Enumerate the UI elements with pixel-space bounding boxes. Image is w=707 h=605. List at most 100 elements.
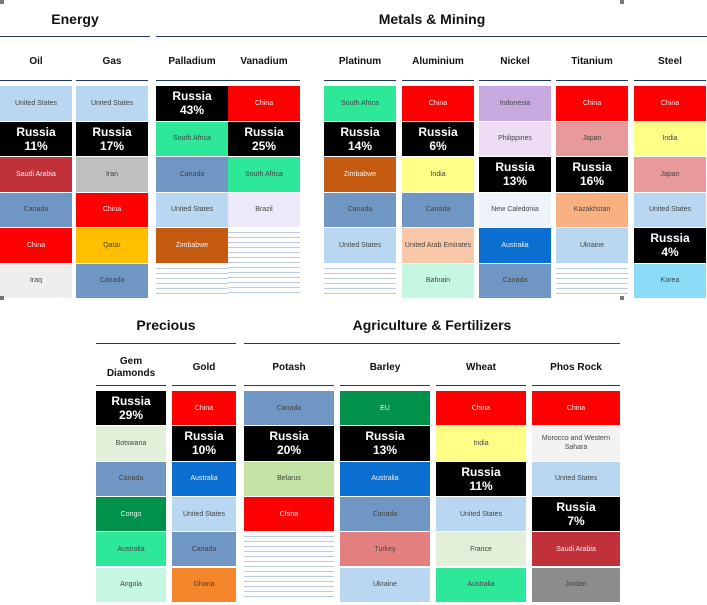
country-cell: South Africa	[228, 157, 300, 192]
country-cell: Iran	[76, 157, 148, 192]
country-cell: Australia	[340, 461, 430, 496]
country-cell: Ukraine	[556, 228, 628, 263]
column-header: Potash	[272, 361, 306, 373]
corner-handle	[0, 0, 4, 4]
russia-share: 10%	[191, 443, 217, 458]
country-cell: China	[436, 391, 526, 426]
column-nickel: Nickel Indonesia Philippines Russia 13% New C…	[479, 0, 551, 300]
country-cell: Korea	[634, 263, 706, 298]
corner-handle	[0, 296, 4, 300]
country-cell: Ukraine	[340, 567, 430, 602]
country-cell: Iraq	[0, 263, 72, 298]
russia-share: 16%	[579, 174, 605, 189]
country-cell: China	[556, 86, 628, 121]
russia-share: 43%	[179, 103, 205, 118]
country-cell: Canada	[96, 461, 166, 496]
country-cell: United States	[172, 496, 236, 532]
column-palladium: Palladium Russia 43% South Africa Canada Unit…	[156, 0, 228, 300]
russia-cell: Russia 20%	[244, 426, 334, 461]
country-cell: Canada	[156, 157, 228, 192]
column-platinum: Platinum South Africa Russia 14% Zimbabwe Can…	[324, 0, 396, 300]
column-rule	[402, 80, 474, 81]
country-cell: Canada	[479, 263, 551, 298]
section-title-1: Metals & Mining	[378, 11, 486, 27]
russia-cell: Russia 6%	[402, 121, 474, 156]
russia-cell: Russia 29%	[96, 391, 166, 426]
country-cell: Kazakhstan	[556, 192, 628, 227]
country-cell: Congo	[96, 496, 166, 532]
column-rule	[228, 80, 300, 81]
column-gas: Gas United States Russia 17% Iran China Qatar C…	[76, 0, 148, 300]
russia-cell: Russia 4%	[634, 228, 706, 263]
column-rule	[244, 385, 334, 386]
country-cell: Indonesia	[479, 86, 551, 121]
russia-label: Russia	[340, 124, 380, 139]
country-cell: United States	[156, 192, 228, 227]
country-cell: China	[76, 192, 148, 227]
russia-share: 25%	[251, 138, 277, 153]
column-rule	[532, 385, 620, 386]
russia-label: Russia	[111, 394, 151, 409]
russia-share: 14%	[347, 138, 373, 153]
russia-cell: Russia 16%	[556, 157, 628, 192]
country-cell: Ghana	[172, 567, 236, 602]
russia-label: Russia	[184, 429, 224, 444]
country-cell: China	[172, 391, 236, 426]
column-rule	[156, 80, 228, 81]
column-rule	[556, 80, 628, 81]
column-rule	[76, 80, 148, 81]
country-cell: Canada	[402, 192, 474, 227]
country-cell: Botswana	[96, 426, 166, 461]
country-cell: South Africa	[156, 121, 228, 156]
country-cell: Japan	[634, 157, 706, 192]
column-rule	[172, 385, 236, 386]
empty-rows	[244, 532, 334, 601]
russia-share: 6%	[429, 138, 447, 153]
country-cell: Zimbabwe	[324, 157, 396, 192]
country-cell: China	[532, 391, 620, 426]
column-header: Phos Rock	[550, 361, 602, 373]
russia-label: Russia	[244, 124, 284, 139]
russia-label: Russia	[572, 160, 612, 175]
russia-cell: Russia 11%	[0, 121, 72, 156]
column-header: Palladium	[168, 56, 216, 67]
column-header: Platinum	[338, 56, 382, 67]
russia-cell: Russia 13%	[340, 426, 430, 461]
country-cell: EU	[340, 391, 430, 426]
russia-cell: Russia 14%	[324, 121, 396, 156]
russia-share: 17%	[99, 138, 125, 153]
column-header: Barley	[369, 361, 401, 373]
country-cell: Canada	[244, 391, 334, 426]
column-wheat: Wheat China India Russia 11% United States Fra…	[436, 305, 526, 605]
country-cell: United States	[436, 496, 526, 532]
country-cell: China	[402, 86, 474, 121]
country-cell: Zimbabwe	[156, 228, 228, 263]
column-potash: Potash Canada Russia 20% Belarus China	[244, 305, 334, 605]
column-rule	[436, 385, 526, 386]
column-rule	[634, 80, 706, 81]
section-title-1: Agriculture & Fertilizers	[352, 317, 512, 333]
country-cell: Angola	[96, 567, 166, 602]
russia-label: Russia	[92, 124, 132, 139]
column-header: Vanadium	[240, 56, 288, 67]
country-cell: China	[228, 86, 300, 121]
country-cell: United States	[324, 228, 396, 263]
top-panel: Energy Metals & Mining Oil United States Rus…	[0, 0, 707, 300]
section-title-0: Precious	[136, 317, 196, 333]
column-gem-diamonds: Gem Diamonds Russia 29% Botswana Canada Congo…	[96, 305, 166, 605]
country-cell: United States	[0, 86, 72, 121]
russia-share: 7%	[567, 514, 585, 529]
section-title-0: Energy	[51, 11, 99, 27]
russia-label: Russia	[495, 160, 535, 175]
column-phos-rock: Phos Rock China Morocco and Western Sahara…	[532, 305, 620, 605]
column-rule	[0, 80, 72, 81]
country-cell: Canada	[0, 192, 72, 227]
country-cell: United Arab Emirates	[402, 228, 474, 263]
column-oil: Oil United States Russia 11% Saudi Arabia Can…	[0, 0, 72, 300]
country-cell: South Africa	[324, 86, 396, 121]
country-cell: Canada	[172, 532, 236, 567]
russia-label: Russia	[418, 124, 458, 139]
country-cell: China	[244, 496, 334, 532]
country-cell: United States	[76, 86, 148, 121]
empty-rows	[324, 263, 396, 297]
